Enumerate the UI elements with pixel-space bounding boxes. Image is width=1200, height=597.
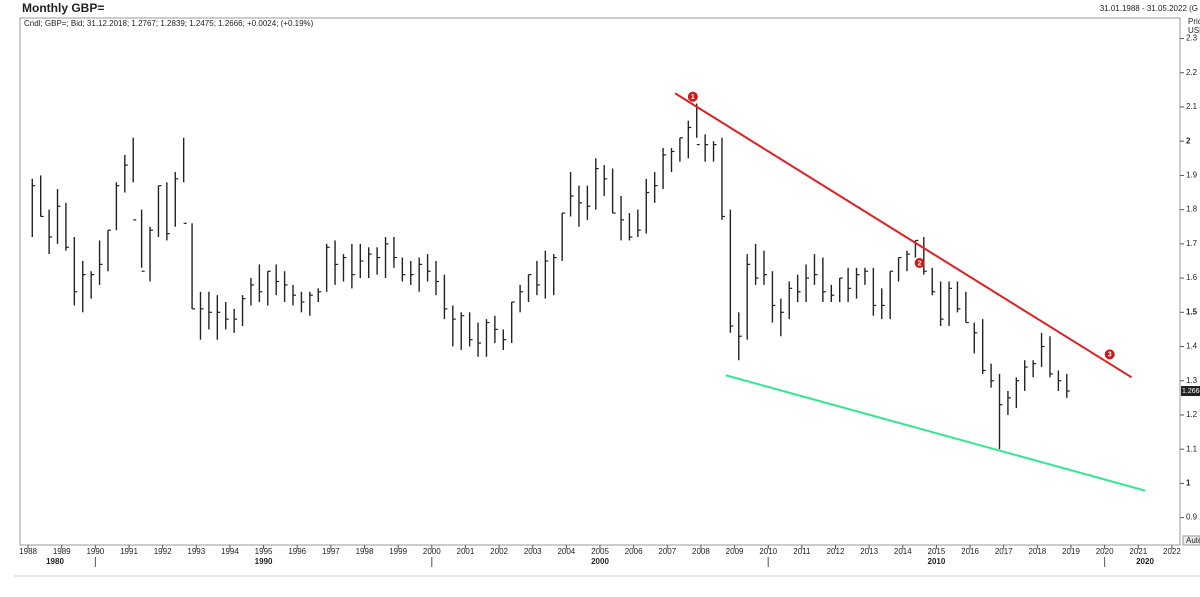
x-tick-label: 2010 bbox=[759, 547, 777, 556]
decade-label: 2010 bbox=[928, 557, 946, 566]
y-tick-label: 2 bbox=[1186, 136, 1191, 145]
y-tick-label: 0.9 bbox=[1186, 513, 1198, 522]
x-tick-label: 2020 bbox=[1096, 547, 1114, 556]
x-tick-label: 2008 bbox=[692, 547, 710, 556]
annotation-marker bbox=[914, 258, 925, 269]
x-tick-label: 2000 bbox=[423, 547, 441, 556]
annotation-label: 2 bbox=[918, 260, 922, 267]
x-tick-label: 2013 bbox=[860, 547, 878, 556]
x-tick-label: 2021 bbox=[1129, 547, 1147, 556]
x-tick-label: 1994 bbox=[221, 547, 239, 556]
decade-label: 2020 bbox=[1136, 557, 1154, 566]
x-tick-label: 1988 bbox=[19, 547, 37, 556]
x-tick-label: 2022 bbox=[1163, 547, 1181, 556]
axis-label: Price bbox=[1188, 17, 1200, 26]
x-tick-label: 1999 bbox=[389, 547, 407, 556]
y-tick-label: 2.1 bbox=[1186, 102, 1198, 111]
x-tick-label: 2014 bbox=[894, 547, 912, 556]
x-tick-label: 2005 bbox=[591, 547, 609, 556]
x-tick-label: 1997 bbox=[322, 547, 340, 556]
y-tick-label: 1.6 bbox=[1186, 273, 1198, 282]
annotation-label: 1 bbox=[691, 94, 695, 101]
trendline bbox=[674, 92, 1133, 379]
y-tick-label: 1.1 bbox=[1186, 444, 1198, 453]
x-tick-label: 1995 bbox=[255, 547, 273, 556]
trendline bbox=[725, 374, 1146, 492]
x-tick-label: 2001 bbox=[457, 547, 475, 556]
x-tick-label: 2017 bbox=[995, 547, 1013, 556]
annotation-label: 3 bbox=[1108, 352, 1112, 359]
y-tick-label: 1 bbox=[1186, 479, 1191, 488]
decade-label: 2000 bbox=[591, 557, 609, 566]
chart-title: Monthly GBP= bbox=[22, 1, 104, 15]
x-tick-label: 2002 bbox=[490, 547, 508, 556]
annotation-marker bbox=[687, 91, 698, 102]
x-tick-label: 2011 bbox=[793, 547, 811, 556]
last-price-box bbox=[1181, 386, 1200, 397]
x-tick-label: 1993 bbox=[187, 547, 205, 556]
x-tick-label: 1992 bbox=[154, 547, 172, 556]
x-tick-label: 2019 bbox=[1062, 547, 1080, 556]
date-range: 31.01.1988 - 31.05.2022 (G bbox=[1100, 4, 1198, 13]
x-tick-label: 2003 bbox=[524, 547, 542, 556]
y-tick-label: 1.2 bbox=[1186, 410, 1198, 419]
auto-label[interactable]: Auto bbox=[1186, 536, 1200, 545]
y-tick-label: 1.9 bbox=[1186, 171, 1198, 180]
decade-label: 1990 bbox=[255, 557, 273, 566]
x-tick-label: 1990 bbox=[86, 547, 104, 556]
annotation-marker bbox=[1104, 349, 1115, 360]
x-tick-label: 1998 bbox=[356, 547, 374, 556]
x-tick-label: 2007 bbox=[658, 547, 676, 556]
y-tick-label: 2.2 bbox=[1186, 68, 1198, 77]
x-tick-label: 2016 bbox=[961, 547, 979, 556]
x-tick-label: 2006 bbox=[625, 547, 643, 556]
y-tick-label: 2.3 bbox=[1186, 34, 1198, 43]
x-tick-label: 2012 bbox=[827, 547, 845, 556]
x-tick-label: 2004 bbox=[557, 547, 575, 556]
auto-button[interactable] bbox=[1182, 535, 1200, 546]
x-tick-label: 1989 bbox=[53, 547, 71, 556]
last-price-label: 1.2666 bbox=[1182, 388, 1200, 395]
y-tick-label: 1.5 bbox=[1186, 307, 1198, 316]
x-tick-label: 2009 bbox=[726, 547, 744, 556]
y-tick-label: 1.7 bbox=[1186, 239, 1198, 248]
x-tick-label: 1991 bbox=[120, 547, 138, 556]
decade-label: 1980 bbox=[46, 557, 64, 566]
y-tick-label: 1.8 bbox=[1186, 205, 1198, 214]
x-tick-label: 2015 bbox=[928, 547, 946, 556]
info-line: Cndl; GBP=; Bid; 31.12.2018; 1.2767; 1.2… bbox=[24, 19, 314, 28]
axis-label: USD bbox=[1188, 26, 1200, 35]
x-tick-label: 2018 bbox=[1028, 547, 1046, 556]
x-tick-label: 1996 bbox=[288, 547, 306, 556]
y-tick-label: 1.3 bbox=[1186, 376, 1198, 385]
y-tick-label: 1.4 bbox=[1186, 342, 1198, 351]
